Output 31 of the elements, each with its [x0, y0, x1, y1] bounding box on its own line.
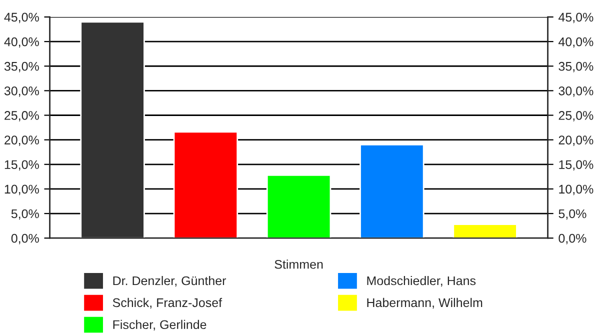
y-tick-label: 30,0% — [4, 86, 39, 97]
legend-label: Modschiedler, Hans — [367, 276, 476, 287]
bar — [173, 131, 238, 238]
y2-tick-label: 25,0% — [558, 111, 594, 122]
y-tick-label: 20,0% — [4, 136, 39, 146]
y2-tick-label: 15,0% — [559, 160, 594, 171]
y2-tick-label: 40,0% — [558, 37, 594, 48]
bar — [80, 21, 145, 238]
y-tick-label: 35,0% — [4, 62, 39, 72]
bar — [360, 144, 424, 238]
legend-label: Schick, Franz-Josef — [112, 298, 222, 309]
x-axis-title: Stimmen — [274, 260, 323, 269]
y-tick-label: 10,0% — [4, 184, 39, 196]
y-tick-label: 5,0% — [11, 209, 39, 220]
y-tick-label: 40,0% — [4, 37, 39, 48]
y2-tick-label: 45,0% — [558, 12, 594, 24]
y2-tick-label: 0,0% — [558, 234, 586, 244]
legend-label: Dr. Denzler, Günther — [113, 276, 226, 287]
y2-tick-label: 5,0% — [558, 209, 586, 220]
bar — [266, 174, 332, 238]
y2-tick-label: 35,0% — [558, 62, 594, 72]
y2-tick-label: 10,0% — [559, 184, 594, 196]
y-tick-label: 0,0% — [11, 234, 39, 244]
y-tick-label: 45,0% — [4, 12, 39, 24]
legend-label: Fischer, Gerlinde — [113, 320, 206, 331]
legend-label: Habermann, Wilhelm — [367, 298, 482, 309]
y-tick-label: 15,0% — [4, 160, 39, 171]
y-tick-label: 25,0% — [4, 111, 39, 122]
bar — [452, 224, 518, 238]
y2-tick-label: 20,0% — [558, 136, 594, 146]
y2-tick-label: 30,0% — [558, 86, 594, 97]
